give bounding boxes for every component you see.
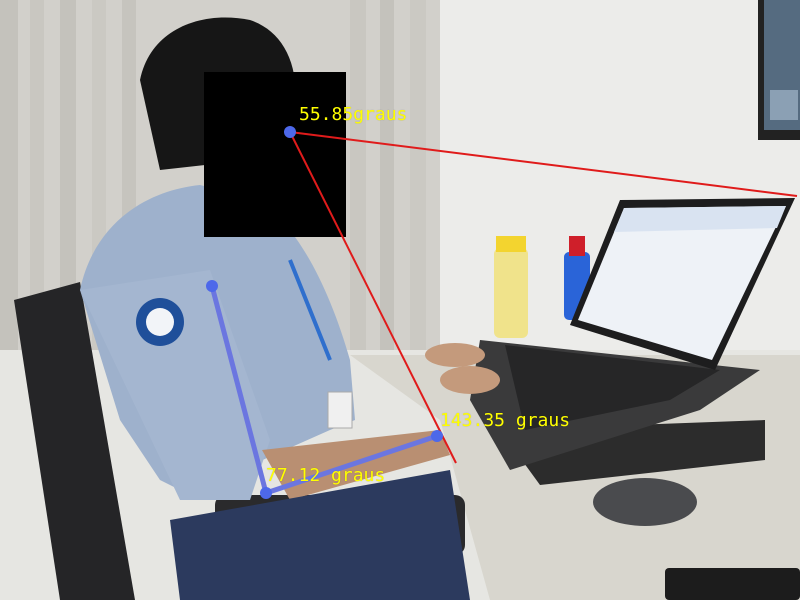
elbow-angle-label: 77.12 graus — [266, 466, 385, 486]
phone — [665, 568, 800, 600]
mouse — [593, 478, 697, 526]
neck-angle-label: 55.85graus — [299, 105, 407, 125]
keypoint-shoulder — [206, 280, 218, 292]
wall-monitor — [758, 0, 800, 140]
shoulder-angle-label: 143.35 graus — [440, 411, 570, 431]
laptop-screen-header — [614, 206, 786, 232]
keypoint-neck — [284, 126, 296, 138]
keypoint-elbow — [260, 487, 272, 499]
keypoint-wrist — [431, 430, 443, 442]
face-privacy-mask — [204, 72, 346, 237]
